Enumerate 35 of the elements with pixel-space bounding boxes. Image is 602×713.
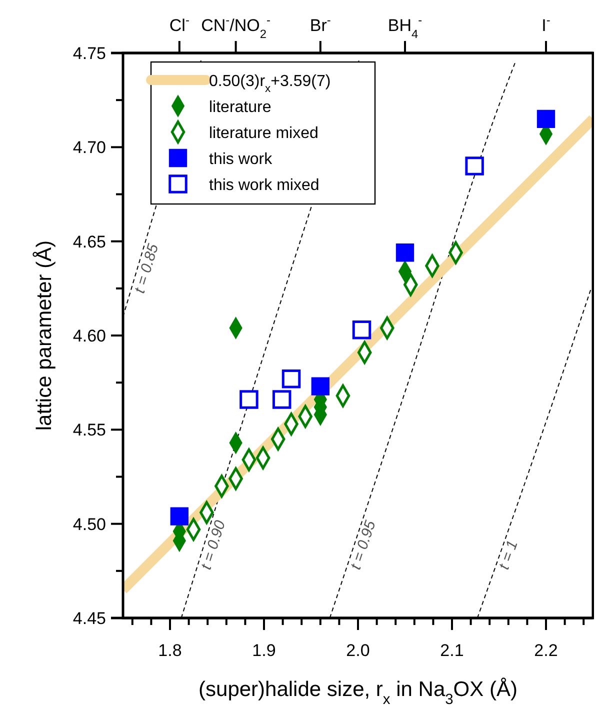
x-tick-label: 2.2 (534, 641, 558, 660)
point (240, 390, 258, 409)
y-axis-title: lattice parameter (Å) (32, 240, 56, 431)
y-tick-label: 4.60 (72, 326, 106, 346)
point (282, 369, 301, 388)
point (272, 390, 292, 409)
annotation: I$^{-}$ (542, 13, 550, 35)
text: t = 0.85 (131, 241, 162, 296)
legend-label: 0.50(3)r$_{x}$+3.59(7) (209, 73, 331, 95)
y-tick-label: 4.45 (72, 609, 106, 628)
y-tick-label: 4.70 (72, 138, 106, 158)
x-tick-label: 2.0 (346, 641, 370, 660)
y-tick-label: 4.50 (72, 514, 106, 534)
point (536, 110, 556, 128)
point (311, 377, 330, 396)
legend-label: literature mixed (209, 125, 318, 142)
annotation: Br$^{-}$ (310, 13, 331, 35)
text: t = 0.90 (198, 518, 230, 572)
x-tick-label: 1.9 (252, 641, 276, 660)
x-tick-label: 2.1 (440, 641, 464, 660)
legend-label: literature (209, 99, 272, 116)
y-tick-label: 4.65 (72, 232, 106, 252)
text: t = 0.95 (347, 518, 380, 572)
annotation: Cl$^{-}$ (169, 13, 190, 35)
text: t = 1 (496, 538, 522, 572)
y-tick-label: 4.75 (72, 44, 106, 63)
legend-label: this work (209, 151, 274, 168)
point (170, 507, 188, 526)
x-tick-label: 1.8 (158, 641, 182, 660)
legend-label: this work mixed (209, 177, 320, 194)
point (352, 320, 372, 340)
point (396, 244, 414, 262)
x-axis-title: (super)halide size, r$_{x}$ in Na$_{3}$OX (Å) (198, 677, 518, 708)
point (465, 156, 484, 176)
y-tick-label: 4.55 (72, 420, 106, 440)
